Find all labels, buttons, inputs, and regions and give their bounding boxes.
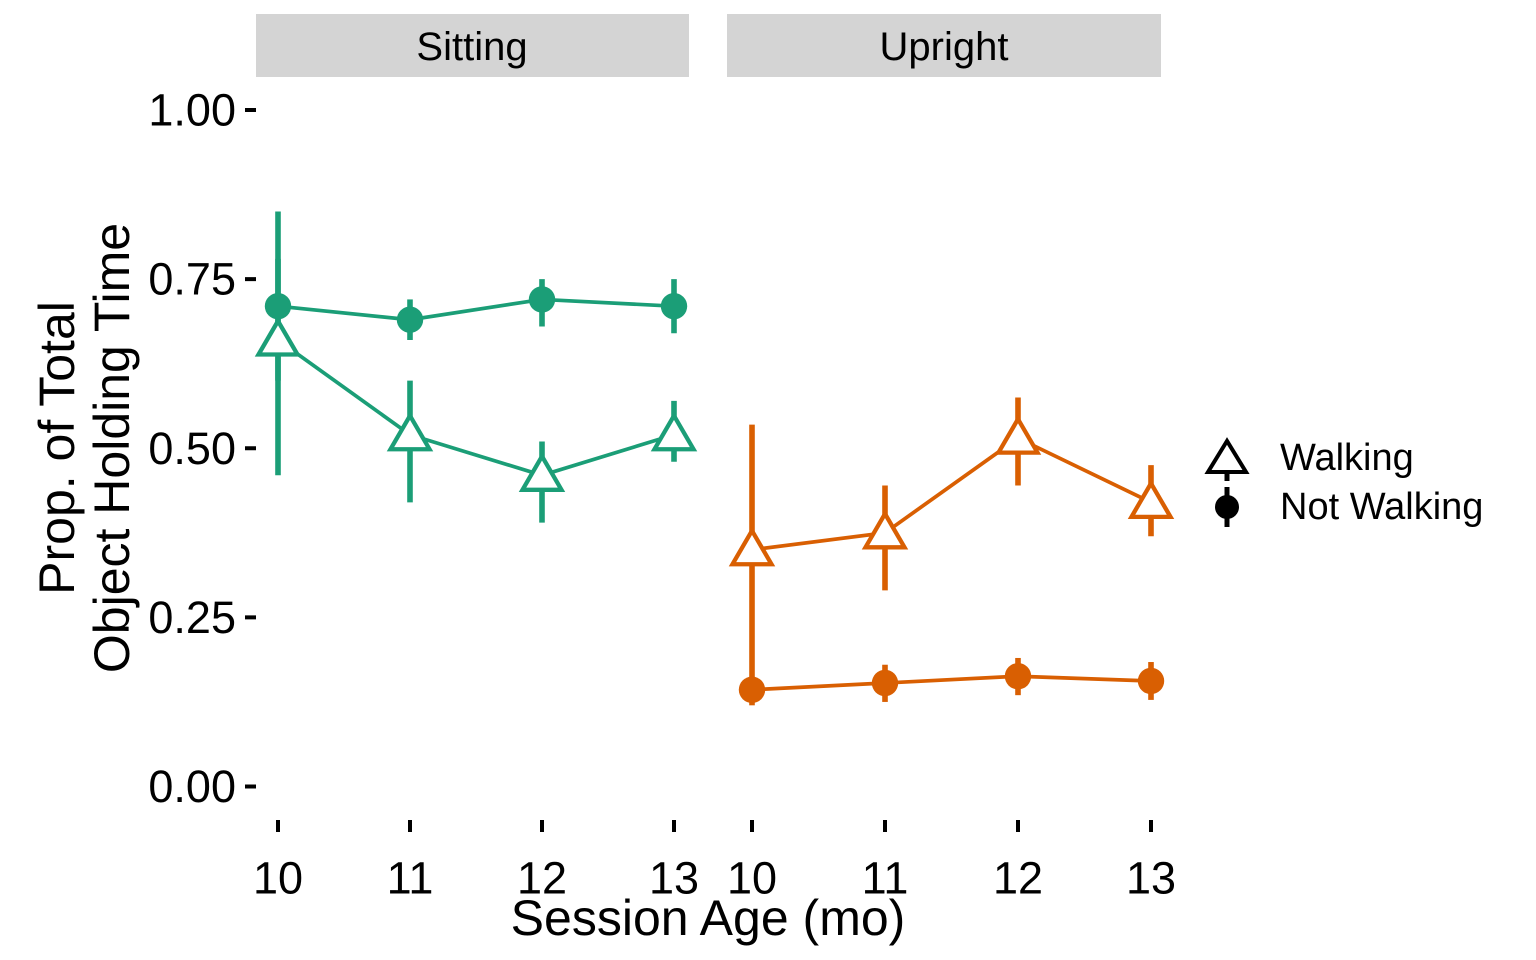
- facet-strip-sitting: [256, 14, 689, 77]
- legend-walking-triangle-icon: [1204, 437, 1250, 474]
- x-tick-label: 11: [862, 853, 909, 904]
- series-line: [751, 435, 1152, 552]
- axes: 1.00 0.75 0.50 0.25 0.00 10 11 12 13 10 11 12 13: [148, 85, 1176, 904]
- x-tick-label: 12: [993, 853, 1043, 904]
- legend-label-walking: Walking: [1280, 437, 1414, 479]
- y-tick-label: 0.00: [148, 761, 236, 812]
- facet-strip-upright: [727, 14, 1161, 77]
- y-axis-title-line1: Prop. of Total: [29, 301, 85, 595]
- facet-strips: Sitting Upright: [256, 14, 1161, 77]
- x-tick-label: 11: [387, 853, 434, 904]
- y-tick-label: 0.25: [148, 592, 236, 643]
- data-point-circle: [1004, 663, 1032, 690]
- series-line: [276, 338, 675, 478]
- legend-label-not-walking: Not Walking: [1280, 486, 1483, 528]
- data-point-circle: [871, 669, 899, 697]
- facet-strip-label-upright: Upright: [880, 25, 1009, 69]
- x-axis-title: Session Age (mo): [511, 890, 906, 946]
- y-tick-label: 0.75: [148, 254, 236, 305]
- data-point-circle: [396, 306, 424, 333]
- series-line: [277, 297, 675, 322]
- y-tick-label: 1.00: [148, 85, 236, 136]
- data-point-triangle: [650, 411, 698, 452]
- facet-panel-upright: [728, 397, 1175, 706]
- data-point-triangle: [728, 526, 776, 567]
- series-line: [751, 674, 1152, 692]
- data-point-circle: [528, 286, 556, 313]
- axis-titles: Prop. of Total Object Holding Time Sessi…: [29, 223, 905, 946]
- x-tick-label: 10: [727, 853, 777, 904]
- x-tick-label: 12: [517, 853, 567, 904]
- data-point-circle: [738, 676, 766, 703]
- data-point-triangle: [1127, 479, 1175, 520]
- y-axis-title-line2: Object Holding Time: [84, 223, 140, 673]
- facet-panel-sitting: [254, 211, 698, 523]
- data-point-circle: [1137, 667, 1165, 695]
- data-series: [254, 211, 1175, 706]
- data-point-triangle: [518, 452, 566, 492]
- legend: Walking Not Walking: [1204, 437, 1483, 528]
- data-point-circle: [660, 292, 688, 320]
- y-tick-label: 0.50: [148, 423, 236, 474]
- data-point-triangle: [386, 411, 434, 452]
- x-tick-label: 13: [1126, 853, 1176, 904]
- data-point-triangle: [861, 509, 909, 550]
- data-point-triangle: [254, 316, 302, 357]
- x-tick-label: 13: [649, 853, 699, 904]
- x-tick-label: 10: [253, 853, 303, 904]
- facet-strip-label-sitting: Sitting: [416, 25, 527, 69]
- data-point-circle: [264, 292, 292, 320]
- data-point-triangle: [994, 414, 1042, 455]
- legend-not-walking-circle-icon: [1215, 495, 1239, 519]
